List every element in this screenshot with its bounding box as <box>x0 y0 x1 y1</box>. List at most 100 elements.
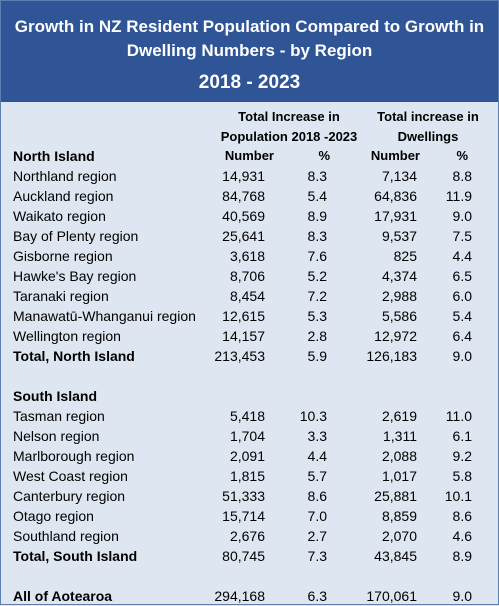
dwelling-increase-pct: 11.9 <box>445 188 472 204</box>
dwelling-increase-pct: 8.6 <box>452 508 472 524</box>
table-row: Canterbury region 51,333 8.6 25,881 10.1 <box>1 486 498 506</box>
title-period: 2018 - 2023 <box>198 72 301 93</box>
table-body: Total Increase in Population 2018 -2023 … <box>1 102 498 606</box>
pop-increase-pct: 3.3 <box>307 428 327 444</box>
pop-increase-pct: 2.7 <box>307 528 327 544</box>
dwelling-increase-pct: 6.5 <box>452 268 472 284</box>
table-row: Tasman region 5,418 10.3 2,619 11.0 <box>1 406 498 426</box>
pop-increase: 1,704 <box>229 428 265 444</box>
dwelling-increase: 2,088 <box>381 448 417 464</box>
region-name: Southland region <box>13 528 119 544</box>
dwelling-increase: 12,972 <box>374 328 417 344</box>
north-island-heading-row: North Island Number % Number % <box>1 146 498 166</box>
all-label: All of Aotearoa <box>13 588 113 604</box>
dwelling-increase-pct: 5.4 <box>452 308 472 324</box>
dwelling-increase-pct: 5.8 <box>452 468 472 484</box>
pop-increase-pct: 7.6 <box>307 248 327 264</box>
table-row: Marlborough region 2,091 4.4 2,088 9.2 <box>1 446 498 466</box>
region-name: Canterbury region <box>13 488 126 504</box>
dwelling-increase: 64,836 <box>374 188 417 204</box>
table-row: Otago region 15,714 7.0 8,859 8.6 <box>1 506 498 526</box>
pop-increase-pct: 5.3 <box>307 308 327 324</box>
table-row: Nelson region 1,704 3.3 1,311 6.1 <box>1 426 498 446</box>
region-name: Manawatū-Whanganui region <box>13 308 196 324</box>
pop-increase: 8,454 <box>229 288 265 304</box>
dwelling-increase: 25,881 <box>374 488 417 504</box>
region-name: Gisborne region <box>13 248 113 264</box>
table-row: Hawke's Bay region 8,706 5.2 4,374 6.5 <box>1 266 498 286</box>
dwelling-increase-pct: 9.2 <box>452 448 472 464</box>
dw-number-label: Number <box>370 148 420 163</box>
pop-increase-pct: 10.3 <box>299 408 327 424</box>
dwelling-increase-pct: 9.0 <box>452 208 472 224</box>
title-line-1: Growth in NZ Resident Population Compare… <box>14 17 485 36</box>
dwelling-increase-pct: 6.1 <box>452 428 472 444</box>
south-island-total-row: Total, South Island 80,745 7.3 43,845 8.… <box>1 546 498 566</box>
region-name: West Coast region <box>13 468 128 484</box>
table-row: Northland region 14,931 8.3 7,134 8.8 <box>1 166 498 186</box>
region-name: Auckland region <box>13 188 114 204</box>
south-island-rows: Tasman region 5,418 10.3 2,619 11.0 Nelson re… <box>1 406 498 546</box>
dwelling-increase: 2,619 <box>381 408 417 424</box>
all-dw-pct: 9.0 <box>452 588 472 604</box>
dwelling-increase-pct: 6.0 <box>452 288 472 304</box>
north-island-rows: Northland region 14,931 8.3 7,134 8.8 Aucklan… <box>1 166 498 346</box>
table-row: Gisborne region 3,618 7.6 825 4.4 <box>1 246 498 266</box>
total-pop-pct: 5.9 <box>307 348 327 364</box>
title-line-2: Dwelling Numbers - by Region <box>126 41 373 60</box>
spacer <box>1 566 498 586</box>
total-dw-pct: 8.9 <box>452 548 472 564</box>
north-island-heading: North Island <box>13 148 95 164</box>
pop-increase: 2,676 <box>229 528 265 544</box>
pop-increase: 15,714 <box>222 508 265 524</box>
south-island-heading-row: South Island <box>1 386 498 406</box>
table-row: Taranaki region 8,454 7.2 2,988 6.0 <box>1 286 498 306</box>
dwelling-increase-pct: 8.8 <box>452 168 472 184</box>
pop-increase-pct: 8.3 <box>307 168 327 184</box>
dwelling-increase-pct: 11.0 <box>445 408 472 424</box>
pop-percent-label: % <box>318 148 330 163</box>
dwelling-increase-pct: 4.6 <box>452 528 472 544</box>
pop-increase: 1,815 <box>229 468 265 484</box>
pop-increase: 2,091 <box>229 448 265 464</box>
dwellings-group-header: Total increase in Dwellings <box>366 107 490 147</box>
dwelling-increase: 1,311 <box>383 428 417 444</box>
dwelling-increase: 7,134 <box>381 168 417 184</box>
table-row: Bay of Plenty region 25,641 8.3 9,537 7.5 <box>1 226 498 246</box>
region-name: Northland region <box>13 168 117 184</box>
dwellings-header-line-2: Dwellings <box>397 129 459 144</box>
pop-increase-pct: 8.3 <box>307 228 327 244</box>
region-name: Nelson region <box>13 428 100 444</box>
region-name: Taranaki region <box>13 288 109 304</box>
pop-increase: 8,706 <box>229 268 265 284</box>
table-row: Southland region 2,676 2.7 2,070 4.6 <box>1 526 498 546</box>
table-row: West Coast region 1,815 5.7 1,017 5.8 <box>1 466 498 486</box>
region-name: Waikato region <box>13 208 106 224</box>
pop-increase-pct: 8.9 <box>307 208 327 224</box>
population-group-header: Total Increase in Population 2018 -2023 <box>214 107 364 147</box>
dwelling-increase: 2,070 <box>381 528 417 544</box>
dwelling-increase: 9,537 <box>381 228 417 244</box>
table-row: Auckland region 84,768 5.4 64,836 11.9 <box>1 186 498 206</box>
pop-increase-pct: 2.8 <box>307 328 327 344</box>
population-header-line-1: Total Increase in <box>238 109 340 124</box>
total-label: Total, North Island <box>13 348 135 364</box>
total-dw: 126,183 <box>366 348 417 364</box>
pop-increase: 84,768 <box>222 188 265 204</box>
spacer <box>1 366 498 386</box>
pop-increase: 12,615 <box>222 308 265 324</box>
all-pop: 294,168 <box>214 588 265 604</box>
table-row: Manawatū-Whanganui region 12,615 5.3 5,586 5… <box>1 306 498 326</box>
population-header-line-2: Population 2018 -2023 <box>220 129 358 144</box>
pop-increase-pct: 8.6 <box>307 488 327 504</box>
dwelling-increase-pct: 10.1 <box>444 488 472 504</box>
region-name: Tasman region <box>13 408 105 424</box>
pop-increase-pct: 5.7 <box>307 468 327 484</box>
total-pop: 80,745 <box>222 548 265 564</box>
dwelling-increase-pct: 6.4 <box>452 328 472 344</box>
dwelling-increase: 4,374 <box>381 268 417 284</box>
total-label: Total, South Island <box>13 548 138 564</box>
pop-increase: 14,157 <box>222 328 265 344</box>
region-name: Hawke's Bay region <box>13 268 137 284</box>
